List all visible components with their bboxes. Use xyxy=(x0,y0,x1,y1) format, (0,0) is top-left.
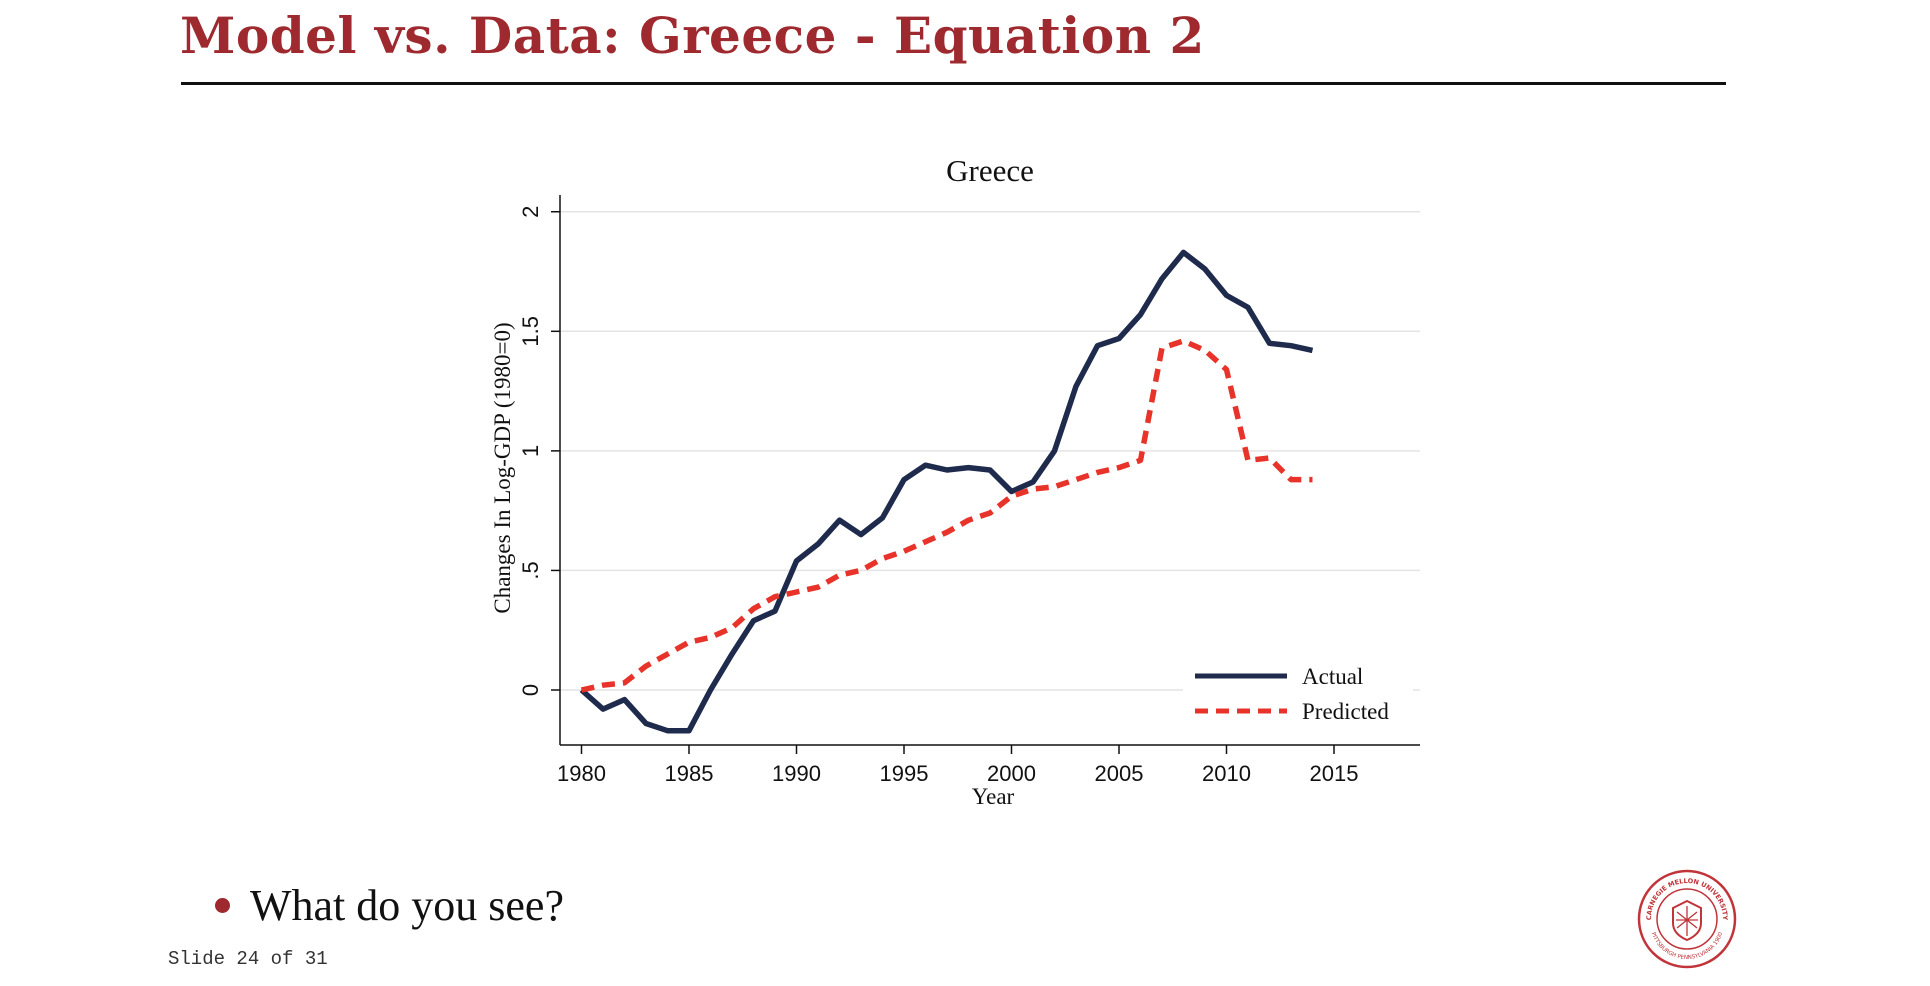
x-tick-label: 1990 xyxy=(772,761,821,786)
chart-series xyxy=(579,249,1314,734)
x-tick-label: 2000 xyxy=(987,761,1036,786)
bullet-text: What do you see? xyxy=(250,881,564,930)
series-line-1 xyxy=(580,338,1313,693)
y-tick-label: 1.5 xyxy=(518,316,543,347)
y-tick-label: 0 xyxy=(518,684,543,696)
bullet-icon xyxy=(215,898,230,913)
series-line-0 xyxy=(579,249,1314,734)
chart-legend: Actual Predicted xyxy=(1183,662,1413,732)
y-axis-label: Changes In Log-GDP (1980=0) xyxy=(490,322,515,613)
title-divider xyxy=(181,82,1726,85)
x-tick-label: 1980 xyxy=(557,761,606,786)
carnegie-mellon-seal-icon: CARNEGIE MELLON UNIVERSITY PITTSBURGH PE… xyxy=(1637,869,1737,969)
x-axis-label: Year xyxy=(972,784,1015,809)
x-tick-label: 1985 xyxy=(665,761,714,786)
x-tick-label: 2005 xyxy=(1095,761,1144,786)
x-tick-label: 2010 xyxy=(1202,761,1251,786)
y-tick-label: .5 xyxy=(518,561,543,579)
x-tick-label: 1995 xyxy=(880,761,929,786)
chart-axes: 0 .5 1 1.5 2 1980 1985 1990 1995 2000 2005 2010 2015 xyxy=(518,195,1420,786)
y-tick-label: 1 xyxy=(518,445,543,457)
legend-label-actual: Actual xyxy=(1302,664,1363,689)
legend-label-predicted: Predicted xyxy=(1302,699,1389,724)
chart: 0 .5 1 1.5 2 1980 1985 1990 1995 2000 2005 2010 2015… xyxy=(490,153,1420,809)
y-tick-label: 2 xyxy=(518,206,543,218)
chart-title: Greece xyxy=(946,153,1034,188)
x-tick-label: 2015 xyxy=(1310,761,1359,786)
slide-title: Model vs. Data: Greece - Equation 2 xyxy=(180,6,1205,65)
slide-counter: Slide 24 of 31 xyxy=(168,948,328,970)
bullet-item: What do you see? xyxy=(215,880,564,931)
chart-grid xyxy=(560,210,1420,691)
